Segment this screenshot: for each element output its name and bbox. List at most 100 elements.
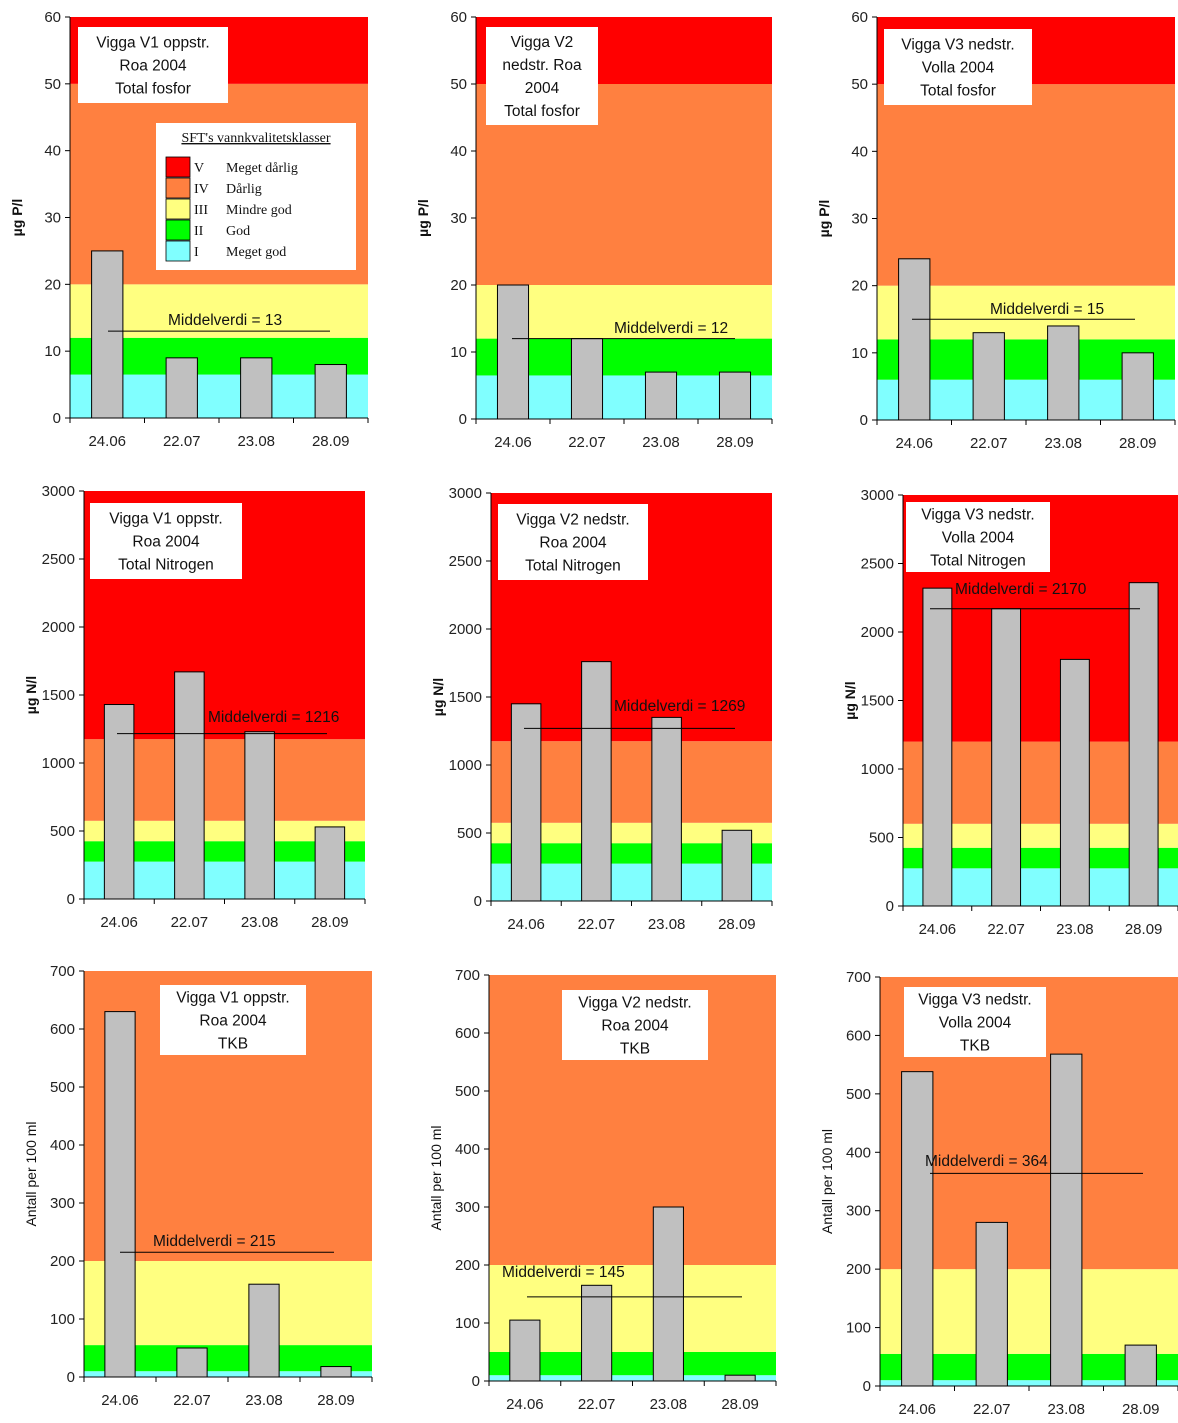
bar-22.07	[176, 1347, 208, 1378]
x-tick-label: 24.06	[895, 435, 933, 452]
x-tick-label: 23.08	[1047, 1401, 1085, 1418]
y-tick-label: 3000	[42, 483, 75, 500]
legend-swatch-I	[165, 240, 191, 262]
mean-label: Middelverdi = 1216	[208, 709, 339, 726]
bar-24.06	[103, 704, 135, 900]
y-tick-label: 300	[50, 1195, 75, 1212]
bar-28.09	[320, 1366, 352, 1378]
x-tick-label: 24.06	[898, 1401, 936, 1418]
y-tick-label: 600	[50, 1021, 75, 1038]
y-axis-label: Antall per 100 ml	[23, 1121, 39, 1226]
mean-label: Middelverdi = 364	[925, 1153, 1048, 1170]
band-class-I	[880, 1380, 1178, 1386]
y-tick-label: 2000	[42, 619, 75, 636]
x-tick-label: 28.09	[1125, 921, 1163, 938]
chart-title-line: Vigga V3 nedstr.	[921, 507, 1034, 524]
y-tick-label: 300	[455, 1199, 480, 1216]
band-class-I	[489, 1375, 776, 1381]
chart-title-line: Roa 2004	[539, 535, 607, 552]
y-tick-label: 0	[863, 1378, 871, 1395]
chart-8: 0 100 200 300 400 500 600 700 24.06 22.07 23.08 28.…	[428, 967, 777, 1413]
x-tick-label: 24.06	[919, 921, 957, 938]
chart-title-line: Vigga V3 nedstr.	[901, 37, 1014, 54]
y-axis-label: µg N/l	[430, 678, 446, 716]
bar-24.06	[510, 703, 542, 902]
bar-24.06	[104, 1011, 136, 1378]
y-tick-label: 100	[455, 1315, 480, 1332]
x-tick-label: 24.06	[88, 433, 126, 450]
y-tick-label: 1000	[42, 755, 75, 772]
y-tick-label: 500	[846, 1086, 871, 1103]
legend-label: Dårlig	[226, 182, 262, 197]
title-box	[906, 502, 1050, 572]
y-tick-label: 2500	[861, 556, 894, 573]
chart-title-line: Vigga V3 nedstr.	[918, 992, 1031, 1009]
y-tick-label: 2000	[449, 621, 482, 638]
legend-label: Meget dårlig	[226, 161, 298, 176]
y-tick-label: 30	[450, 210, 467, 227]
x-tick-label: 23.08	[1056, 921, 1094, 938]
x-tick-label: 22.07	[578, 1396, 616, 1413]
y-tick-label: 10	[851, 345, 868, 362]
y-tick-label: 400	[846, 1144, 871, 1161]
y-tick-label: 60	[44, 9, 61, 26]
bar-28.09	[721, 829, 753, 902]
mean-label: Middelverdi = 1269	[614, 698, 745, 715]
x-tick-label: 22.07	[970, 435, 1008, 452]
y-tick-label: 1500	[449, 689, 482, 706]
x-tick-label: 24.06	[100, 914, 138, 931]
chart-title-line: Total Nitrogen	[118, 557, 214, 574]
mean-label: Middelverdi = 2170	[955, 581, 1087, 598]
x-tick-label: 22.07	[171, 914, 209, 931]
y-axis-label: Antall per 100 ml	[819, 1129, 835, 1234]
chart-title-line: Vigga V2	[511, 34, 574, 51]
y-tick-label: 50	[44, 76, 61, 93]
y-axis-label: µg P/l	[9, 199, 25, 237]
y-tick-label: 1000	[861, 761, 894, 778]
y-tick-label: 0	[886, 898, 894, 915]
chart-title-line: Volla 2004	[942, 530, 1015, 547]
legend-roman: IV	[194, 182, 209, 197]
y-tick-label: 200	[455, 1257, 480, 1274]
x-tick-label: 22.07	[987, 921, 1025, 938]
x-tick-label: 28.09	[718, 916, 756, 933]
y-tick-label: 300	[846, 1203, 871, 1220]
legend-swatch-IV	[165, 177, 191, 199]
chart-6: 0 500 1000 1500 2000 2500 3000 24.06 22.07 23.08 2…	[842, 487, 1178, 938]
band-class-III	[903, 823, 1178, 848]
bar-24.06	[901, 1071, 934, 1387]
mean-label: Middelverdi = 145	[502, 1264, 625, 1281]
legend-roman: II	[194, 224, 204, 239]
y-tick-label: 2000	[861, 624, 894, 641]
y-tick-label: 500	[457, 825, 482, 842]
bar-22.07	[581, 1284, 613, 1382]
chart-title-line: Vigga V1 oppstr.	[176, 990, 289, 1007]
y-tick-label: 10	[450, 344, 467, 361]
y-tick-label: 0	[53, 410, 61, 427]
x-tick-label: 28.09	[716, 434, 754, 451]
chart-title-line: Total fosfor	[920, 83, 996, 100]
y-tick-label: 0	[459, 411, 467, 428]
y-tick-label: 30	[44, 210, 61, 227]
chart-title-line: Volla 2004	[922, 60, 995, 77]
bar-22.07	[581, 661, 612, 902]
x-tick-label: 28.09	[312, 433, 350, 450]
chart-3: 0 10 20 30 40 50 60 24.06 22.07 23.08 28.09 µg P/l M…	[816, 9, 1176, 452]
title-box	[160, 985, 306, 1055]
chart-title-line: Roa 2004	[132, 534, 200, 551]
chart-title-line: Total Nitrogen	[525, 558, 621, 575]
y-tick-label: 500	[50, 823, 75, 840]
chart-7: 0 100 200 300 400 500 600 700 24.06 22.07 23.08 28.…	[23, 963, 373, 1409]
title-box	[90, 503, 242, 579]
y-tick-label: 40	[44, 143, 61, 160]
y-tick-label: 3000	[861, 487, 894, 504]
legend-roman: V	[194, 161, 204, 176]
x-tick-label: 22.07	[163, 433, 201, 450]
chart-title-line: Total fosfor	[504, 103, 580, 120]
bar-23.08	[652, 1206, 684, 1382]
y-axis-label: µg N/l	[23, 676, 39, 714]
y-tick-label: 400	[455, 1141, 480, 1158]
title-box	[904, 987, 1046, 1057]
bar-23.08	[651, 716, 682, 902]
